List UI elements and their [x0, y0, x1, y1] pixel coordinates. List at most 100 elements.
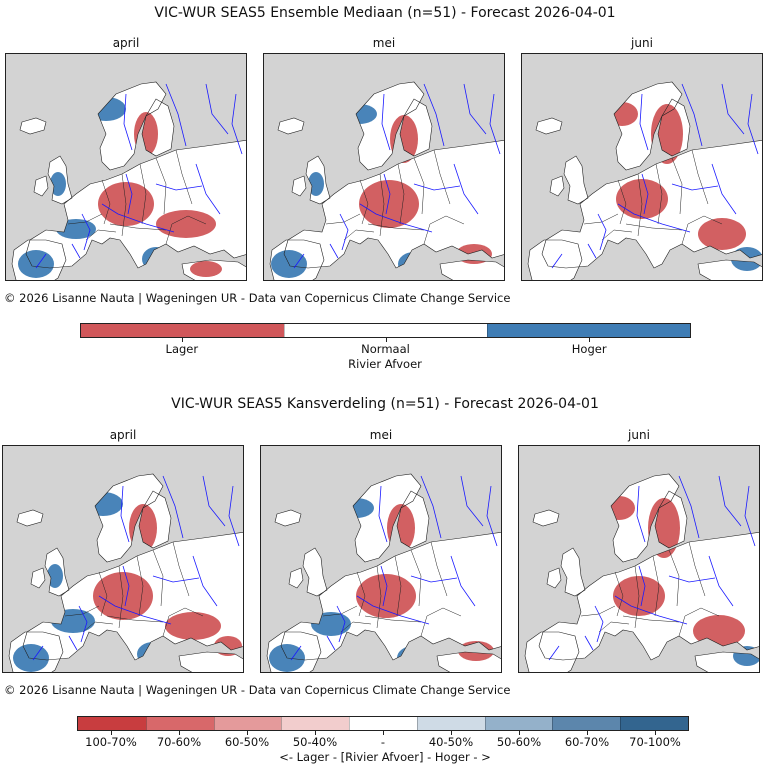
anomaly-region — [563, 564, 579, 588]
anomaly-region — [733, 646, 759, 666]
river — [165, 83, 187, 147]
country-border — [413, 157, 425, 215]
river — [486, 485, 498, 547]
colorbar-tick — [111, 731, 112, 735]
land-area — [179, 652, 243, 672]
bottom-colorbar — [77, 716, 689, 731]
coastline — [11, 239, 67, 280]
bottom-credit: © 2026 Lisanne Nauta | Wageningen UR - D… — [4, 683, 511, 697]
colorbar-segment — [552, 717, 621, 730]
anomaly-region — [165, 612, 221, 640]
anomaly-region — [83, 492, 123, 516]
colorbar-segment — [145, 717, 214, 730]
country-border — [155, 157, 167, 215]
anomaly-region — [616, 179, 668, 219]
country-border — [400, 541, 412, 549]
river — [410, 575, 458, 583]
coastline — [33, 175, 49, 197]
river — [81, 213, 91, 251]
europe-prob-map-juni — [524, 473, 759, 672]
top-colorbar-title: Rivier Afvoer — [348, 357, 422, 371]
colorbar-segment — [213, 717, 282, 730]
river — [450, 555, 476, 607]
country-border — [145, 149, 157, 157]
river — [155, 183, 203, 191]
river — [228, 485, 240, 547]
colorbar-tick-label: Normaal — [361, 342, 410, 356]
country-border — [394, 555, 402, 617]
country-border — [661, 149, 673, 157]
river — [202, 475, 226, 527]
coastline — [399, 98, 433, 157]
river — [489, 93, 501, 155]
country-border — [634, 565, 640, 629]
coastline — [266, 631, 322, 672]
land-area — [611, 474, 679, 562]
land-shading — [270, 82, 504, 280]
river — [614, 595, 688, 625]
top-month-label-2: mei — [372, 36, 396, 50]
colorbar-segment — [349, 717, 417, 730]
coastline — [302, 547, 328, 597]
colorbar-tick — [451, 731, 452, 735]
anomaly-region — [458, 641, 494, 661]
anomaly-region — [531, 644, 567, 672]
river — [336, 605, 346, 643]
river — [68, 635, 78, 651]
colorbar-segment — [284, 324, 487, 337]
top-map-juni — [521, 53, 763, 281]
colorbar-tick-label: 100-70% — [85, 735, 137, 749]
country-border — [598, 621, 630, 633]
colorbar-tick-label: 70-60% — [156, 735, 202, 749]
country-border — [142, 541, 154, 549]
country-border — [420, 607, 462, 637]
anomaly-region — [51, 609, 95, 633]
river — [293, 253, 305, 269]
country-border — [423, 215, 465, 245]
colorbar-segment — [620, 717, 689, 730]
anomaly-region — [86, 97, 126, 121]
country-border — [343, 229, 375, 241]
anomaly-region — [359, 180, 419, 228]
land-area — [356, 82, 424, 170]
bottom-title: VIC-WUR SEAS5 Kansverdeling (n=51) - For… — [171, 396, 599, 412]
coastline — [560, 547, 586, 597]
coastline — [305, 155, 331, 205]
bottom-map-mei — [260, 445, 502, 673]
country-border — [139, 163, 147, 225]
country-border — [172, 541, 190, 597]
river — [35, 253, 47, 269]
colorbar-segment — [484, 717, 553, 730]
coastline — [8, 631, 64, 672]
country-border — [162, 607, 204, 637]
river — [453, 163, 479, 215]
anomaly-region — [338, 498, 374, 518]
river — [617, 203, 691, 233]
anomaly-region — [603, 496, 635, 520]
river — [718, 475, 742, 527]
anomaly-region — [566, 172, 582, 196]
river — [639, 93, 649, 151]
coastline — [439, 259, 504, 280]
anomaly-region — [430, 210, 478, 238]
anomaly-region — [156, 210, 216, 238]
coastline — [269, 239, 325, 280]
coastline — [563, 155, 589, 205]
coastline — [549, 175, 565, 197]
colorbar-segment — [281, 717, 350, 730]
river — [152, 575, 200, 583]
top-map-april — [5, 53, 247, 281]
coastline — [396, 490, 430, 549]
top-map-mei — [263, 53, 505, 281]
coastline — [694, 651, 759, 672]
river — [231, 93, 243, 155]
river — [205, 83, 229, 135]
coastline — [138, 490, 172, 549]
country-border — [175, 149, 193, 205]
river — [192, 555, 218, 607]
river — [380, 565, 388, 607]
coastline — [288, 567, 304, 589]
country-border — [430, 541, 448, 597]
colorbar-tick — [655, 731, 656, 735]
river — [671, 183, 719, 191]
